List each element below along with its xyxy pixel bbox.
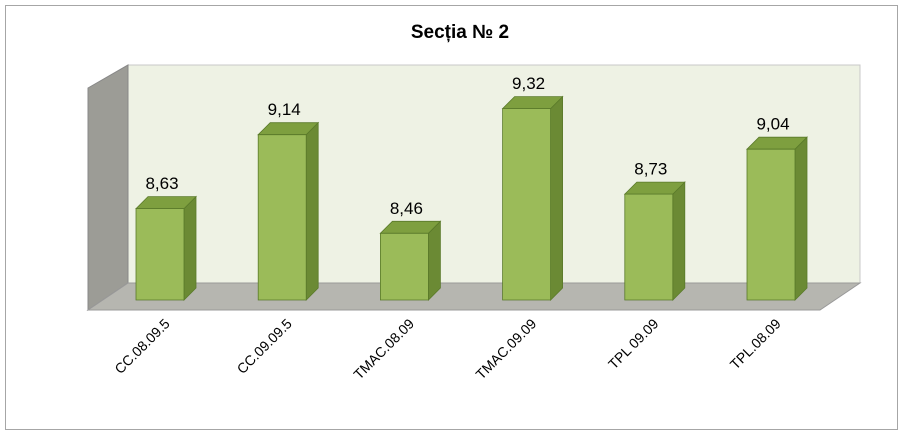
bar-front	[624, 193, 674, 301]
bar-front	[502, 108, 551, 301]
data-label: 8,73	[634, 160, 667, 179]
bar-side	[550, 95, 563, 301]
bar	[746, 136, 808, 301]
bar-front	[746, 148, 796, 301]
bar	[257, 121, 320, 301]
chart-title: Secția № 2	[411, 22, 509, 43]
bar-side	[794, 136, 808, 301]
bar-side	[427, 220, 441, 301]
data-label: 9,32	[512, 74, 545, 93]
side-wall	[87, 64, 129, 311]
bar	[623, 181, 686, 301]
bar-front	[257, 134, 307, 301]
bar-front	[379, 232, 429, 301]
bar-front	[135, 208, 185, 301]
bar	[501, 95, 564, 301]
data-label: 8,63	[145, 174, 178, 193]
bar-side	[672, 181, 686, 301]
bar	[379, 220, 442, 301]
data-label: 9,14	[268, 100, 301, 119]
data-label: 9,04	[756, 115, 789, 134]
data-label: 8,46	[390, 199, 423, 218]
bar-side	[183, 195, 197, 301]
bar	[135, 195, 197, 301]
bar-side	[305, 121, 319, 301]
floor	[86, 282, 862, 311]
